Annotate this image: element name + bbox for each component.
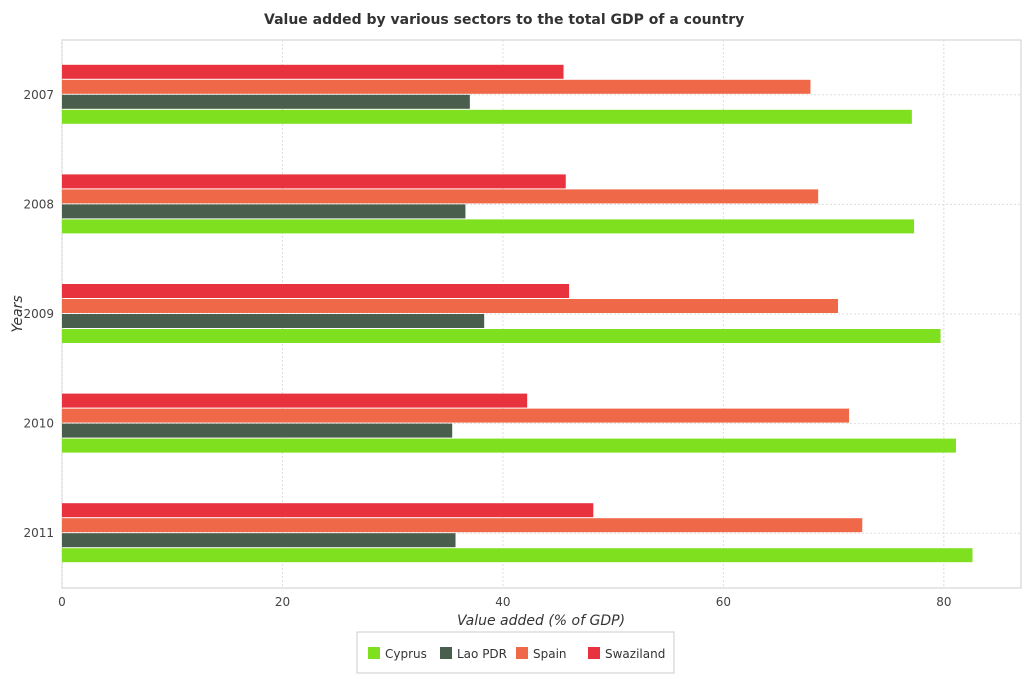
bar-spain-2009 [62,299,839,313]
x-tick-label: 80 [936,595,951,609]
bar-spain-2011 [62,518,863,533]
bar-lao-pdr-2007 [62,94,470,109]
legend-label-spain: Spain [533,647,567,661]
x-axis-label: Value added (% of GDP) [457,613,625,629]
bar-lao-pdr-2009 [62,314,485,328]
bar-cyprus-2007 [62,109,912,124]
bar-cyprus-2008 [62,219,915,234]
bar-cyprus-2011 [62,548,973,563]
bar-lao-pdr-2010 [62,423,453,438]
legend-swatch-cyprus [368,647,380,659]
bar-cyprus-2010 [62,438,956,453]
legend-label-cyprus: Cyprus [385,647,427,661]
legend-swatch-lao-pdr [440,647,452,659]
bar-swaziland-2007 [62,64,564,79]
x-tick-labels: 0 20 40 60 80 [58,595,951,609]
bar-swaziland-2009 [62,284,570,298]
bar-spain-2008 [62,189,819,204]
legend: Cyprus Lao PDR Spain Swaziland [356,631,675,674]
bar-spain-2010 [62,408,850,423]
bar-swaziland-2010 [62,393,528,408]
x-tick-label: 0 [58,595,66,609]
chart-title: Value added by various sectors to the to… [264,12,744,28]
x-tick-label: 20 [275,595,290,609]
legend-label-swaziland: Swaziland [605,647,665,661]
y-tick-label: 2009 [23,307,54,321]
legend-label-lao-pdr: Lao PDR [457,647,507,661]
legend-box [356,631,675,674]
bar-swaziland-2008 [62,174,566,189]
bar-cyprus-2009 [62,329,941,343]
bars [62,64,973,563]
y-axis-label: Years [10,295,26,332]
y-tick-label: 2007 [23,88,54,102]
bar-spain-2007 [62,79,811,94]
y-tick-label: 2010 [23,417,54,431]
bar-lao-pdr-2008 [62,204,466,219]
x-tick-label: 40 [495,595,510,609]
y-tick-label: 2008 [23,197,54,211]
y-tick-labels: 2007 2008 2009 2010 2011 [23,88,54,540]
bar-lao-pdr-2011 [62,533,456,548]
legend-swatch-spain [516,647,528,659]
legend-swatch-swaziland [588,647,600,659]
x-tick-label: 60 [716,595,731,609]
y-tick-label: 2011 [23,526,54,540]
bar-swaziland-2011 [62,503,594,518]
